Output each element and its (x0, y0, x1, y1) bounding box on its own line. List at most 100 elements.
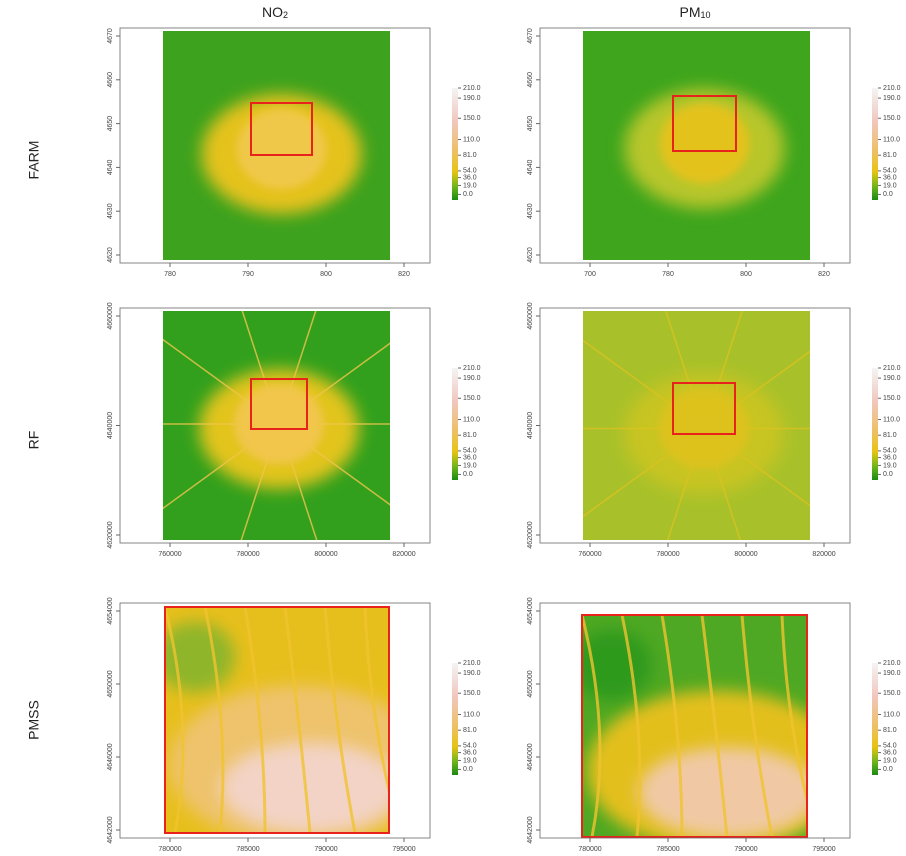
x-tick-label: 790000 (314, 846, 337, 853)
colorbar-label: 110.0 (883, 416, 900, 423)
colorbar-label: 36.0 (463, 174, 477, 181)
raster (544, 276, 864, 580)
y-tick-label: 4620000 (527, 521, 534, 548)
map-panel: 467046604650464046304620700780800820210.… (527, 28, 901, 278)
colorbar-label: 210.0 (463, 85, 481, 92)
colorbar-label: 150.0 (463, 690, 481, 697)
colorbar-label: 150.0 (883, 395, 901, 402)
row-label: PMSS (26, 700, 42, 740)
y-tick-label: 4660 (527, 72, 534, 88)
colorbar-label: 110.0 (463, 136, 480, 143)
column-title-text: PM (679, 4, 700, 20)
x-tick-label: 760000 (578, 551, 601, 558)
colorbar-label: 36.0 (463, 749, 477, 756)
y-tick-label: 4670 (527, 28, 534, 44)
x-tick-label: 790 (242, 271, 254, 278)
y-tick-label: 4620000 (107, 521, 114, 548)
colorbar (452, 88, 458, 200)
colorbar (872, 663, 878, 775)
map-panel: 4654000 4650000 4646000 4642000 780000 785000… (527, 597, 901, 853)
y-tick-label: 4646000 (527, 743, 534, 770)
colorbar-label: 81.0 (463, 152, 477, 159)
x-tick-label: 785000 (236, 846, 259, 853)
colorbar-label: 110.0 (463, 711, 480, 718)
column-title: NO2 (262, 4, 288, 21)
colorbar-label: 0.0 (883, 471, 893, 478)
y-tick-label: 4640000 (527, 412, 534, 439)
colorbar-label: 210.0 (463, 660, 481, 667)
y-tick-label: 4620 (527, 247, 534, 263)
column-title-subscript: 10 (700, 10, 710, 20)
y-tick-label: 4660000 (527, 302, 534, 329)
x-tick-label: 785000 (656, 846, 679, 853)
colorbar-label: 0.0 (463, 471, 473, 478)
colorbar-label: 19.0 (883, 757, 897, 764)
x-tick-label: 820000 (812, 551, 835, 558)
map-panel: 4654000465000046460004642000780000785000… (107, 597, 481, 853)
raster (583, 31, 810, 260)
colorbar-label: 36.0 (883, 174, 897, 181)
y-tick-label: 4642000 (107, 816, 114, 843)
colorbar-label: 19.0 (463, 182, 477, 189)
row-label: FARM (26, 141, 42, 180)
x-tick-label: 795000 (392, 846, 415, 853)
colorbar-label: 150.0 (463, 395, 481, 402)
column-title: PM10 (679, 4, 710, 21)
x-tick-label: 780 (662, 271, 674, 278)
y-tick-label: 4630 (107, 203, 114, 219)
y-tick-label: 4660 (107, 72, 114, 88)
colorbar-label: 81.0 (883, 727, 897, 734)
colorbar (872, 368, 878, 480)
colorbar-label: 190.0 (883, 375, 901, 382)
map-panel: 467046604650464046304620780790800820210.… (107, 28, 481, 278)
colorbar-label: 210.0 (883, 85, 901, 92)
colorbar-label: 150.0 (883, 690, 901, 697)
colorbar-label: 81.0 (463, 432, 477, 439)
colorbar-label: 19.0 (463, 757, 477, 764)
column-title-text: NO (262, 4, 283, 20)
raster-region (638, 748, 818, 838)
y-tick-label: 4640 (107, 160, 114, 176)
x-tick-label: 795000 (812, 846, 835, 853)
y-tick-label: 4620 (107, 247, 114, 263)
column-title-subscript: 2 (283, 10, 288, 20)
x-tick-label: 780000 (236, 551, 259, 558)
y-tick-label: 4650000 (527, 670, 534, 697)
x-tick-label: 780000 (578, 846, 601, 853)
x-tick-label: 800 (740, 271, 752, 278)
x-tick-label: 780 (164, 271, 176, 278)
x-tick-label: 800000 (734, 551, 757, 558)
raster (163, 31, 390, 260)
raster (572, 615, 847, 850)
colorbar-label: 110.0 (883, 136, 900, 143)
x-tick-label: 780000 (158, 846, 181, 853)
colorbar-label: 190.0 (463, 670, 481, 677)
colorbar-label: 36.0 (883, 454, 897, 461)
colorbar-label: 36.0 (883, 749, 897, 756)
raster-region (572, 630, 652, 700)
y-tick-label: 4654000 (107, 597, 114, 624)
y-tick-label: 4650 (527, 116, 534, 132)
colorbar-label: 81.0 (883, 152, 897, 159)
x-tick-label: 820 (818, 271, 830, 278)
colorbar-label: 210.0 (883, 660, 901, 667)
colorbar-label: 81.0 (463, 727, 477, 734)
colorbar-label: 19.0 (463, 462, 477, 469)
x-tick-label: 700 (584, 271, 596, 278)
raster-region (221, 743, 401, 833)
colorbar-label: 150.0 (883, 115, 901, 122)
x-tick-label: 820 (398, 271, 410, 278)
colorbar-label: 150.0 (463, 115, 481, 122)
x-tick-label: 800 (320, 271, 332, 278)
colorbar-label: 110.0 (463, 416, 480, 423)
figure: NO2PM10FARMRFPMSS46704660465046404630462… (0, 0, 906, 856)
colorbar-label: 210.0 (463, 365, 481, 372)
y-tick-label: 4642000 (527, 816, 534, 843)
x-tick-label: 820000 (392, 551, 415, 558)
y-tick-label: 4654000 (527, 597, 534, 624)
raster-region (155, 622, 235, 692)
y-tick-label: 4660000 (107, 302, 114, 329)
x-tick-label: 760000 (158, 551, 181, 558)
x-tick-label: 790000 (734, 846, 757, 853)
